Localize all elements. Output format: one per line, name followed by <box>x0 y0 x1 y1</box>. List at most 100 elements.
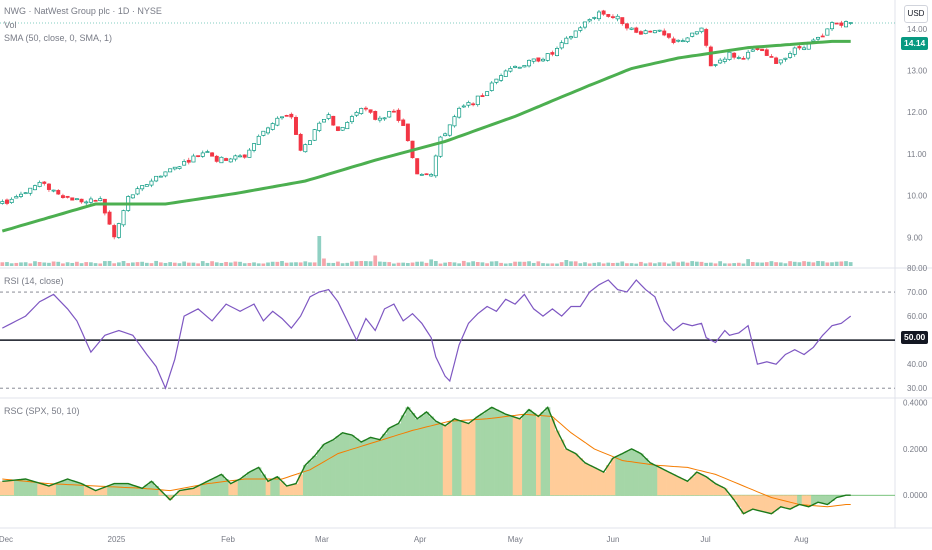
symbol-title[interactable]: NWG · NatWest Group plc · 1D · NYSE <box>4 6 162 16</box>
volume-bar <box>550 263 555 266</box>
candle-body <box>289 113 294 118</box>
rsc-fill <box>643 458 649 496</box>
candle-body <box>154 175 159 182</box>
price-tick-label: 11.00 <box>907 150 927 159</box>
candle-body <box>200 152 205 157</box>
candle-body <box>596 11 601 20</box>
rsc-fill <box>792 495 798 507</box>
candle-body <box>517 66 522 69</box>
candle-body <box>541 58 546 62</box>
rsc-fill <box>769 495 775 514</box>
candle-body <box>503 70 508 77</box>
volume-bar <box>667 263 671 266</box>
volume-bar <box>270 261 275 266</box>
rsc-fill <box>228 483 234 496</box>
candle-body <box>820 35 825 38</box>
volume-bar <box>140 261 145 266</box>
volume-bar <box>732 263 737 266</box>
candle-body <box>270 123 275 130</box>
candle-body <box>135 188 140 195</box>
rsc-fill <box>466 423 472 496</box>
rsc-fill <box>517 418 523 496</box>
volume-bar <box>233 261 238 266</box>
candle-body <box>606 14 611 17</box>
vol-legend[interactable]: Vol <box>4 20 17 30</box>
volume-bar <box>471 261 475 266</box>
candle-body <box>359 108 364 114</box>
candle-body <box>676 39 681 42</box>
candle-body <box>340 126 345 131</box>
candle-body <box>317 122 322 131</box>
volume-bar <box>331 262 336 266</box>
rsc-fill <box>247 472 253 496</box>
time-tick-label: Jul <box>700 535 710 544</box>
rsc-fill <box>778 495 784 507</box>
rsc-fill <box>806 495 812 507</box>
volume-bar <box>163 262 168 266</box>
volume-bar <box>214 262 219 266</box>
candle-body <box>238 155 243 158</box>
volume-bar <box>629 263 634 266</box>
candle-body <box>792 47 797 55</box>
rsc-fill <box>573 453 579 496</box>
volume-bar <box>103 261 107 266</box>
candle-body <box>107 211 112 225</box>
rsc-fill <box>256 467 262 496</box>
rsc-fill <box>344 433 350 496</box>
rsc-fill <box>65 479 71 496</box>
rsc-fill <box>671 474 677 496</box>
rsc-fill <box>37 483 43 496</box>
volume-bar <box>112 263 117 266</box>
candle-body <box>84 201 89 204</box>
rsc-fill <box>498 411 504 496</box>
rsc-fill <box>191 488 197 496</box>
rsi-midline-tag: 50.00 <box>901 331 929 344</box>
volume-bar <box>760 262 764 266</box>
rsc-fill <box>633 451 639 496</box>
volume-bar <box>844 261 848 266</box>
rsc-fill <box>149 481 155 496</box>
candle-body <box>116 223 121 238</box>
rsi-legend[interactable]: RSI (14, close) <box>4 276 64 286</box>
rsc-fill <box>391 425 397 496</box>
rsc-fill <box>0 481 5 496</box>
volume-bar <box>517 261 522 266</box>
volume-bar <box>345 262 350 266</box>
time-tick-label: May <box>508 535 523 544</box>
candle-body <box>149 180 154 186</box>
rsc-fill <box>610 458 616 496</box>
rsc-fill <box>815 495 821 503</box>
candle-body <box>401 119 406 126</box>
rsc-fill <box>139 488 145 496</box>
volume-bar <box>210 261 214 266</box>
rsc-fill <box>265 481 271 496</box>
price-tick-label: 14.00 <box>907 25 928 34</box>
rsc-legend[interactable]: RSC (SPX, 50, 10) <box>4 406 80 416</box>
candle-body <box>718 59 723 64</box>
volume-bar <box>825 262 830 266</box>
rsc-fill <box>652 465 658 496</box>
candles <box>0 9 853 240</box>
currency-button[interactable]: USD <box>904 5 928 23</box>
candle-body <box>844 21 848 28</box>
rsc-fill <box>9 480 15 496</box>
rsc-fill <box>629 448 635 496</box>
time-tick-label: Mar <box>315 535 329 544</box>
sma-legend[interactable]: SMA (50, close, 0, SMA, 1) <box>4 33 113 43</box>
volume-bar <box>294 262 298 266</box>
rsc-fill <box>349 435 355 496</box>
volume-bar <box>350 261 354 266</box>
candle-body <box>741 57 746 60</box>
candle-body <box>32 185 37 191</box>
volume-bar <box>228 262 233 266</box>
rsc-fill <box>601 472 607 496</box>
last-price-tag: 14.14 <box>901 37 929 50</box>
volume-bar <box>23 262 28 266</box>
candle-body <box>573 30 578 38</box>
volume-bar <box>811 262 816 266</box>
volume-bar <box>289 262 294 266</box>
volume-bar <box>415 261 420 266</box>
candle-body <box>396 109 401 121</box>
rsc-fill <box>484 410 490 496</box>
